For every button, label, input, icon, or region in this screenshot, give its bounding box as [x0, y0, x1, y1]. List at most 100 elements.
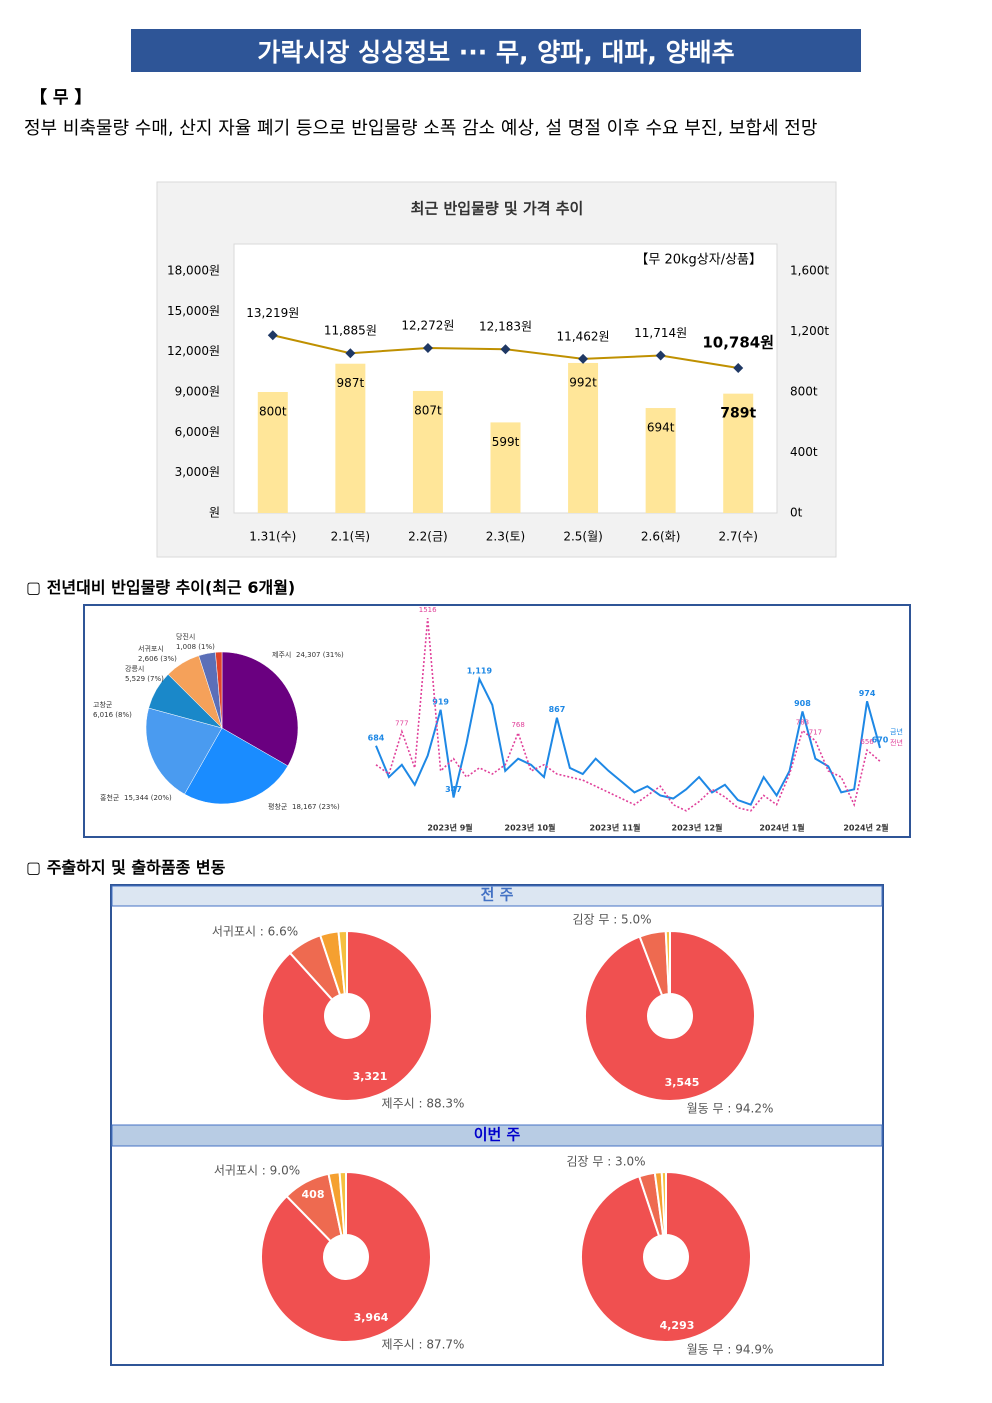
- x-tick-label: 2.2(금): [408, 530, 448, 544]
- point-label: 783: [796, 719, 809, 727]
- price-marker: [422, 343, 433, 354]
- pie-label-value: 6,016 (8%): [93, 711, 132, 719]
- donut-count: 3,321: [353, 1070, 388, 1083]
- x-tick-label: 2024년 1월: [759, 823, 804, 833]
- bar: [257, 392, 288, 513]
- point-label: 768: [511, 721, 524, 729]
- point-label: 656: [860, 738, 874, 746]
- section-text: 정부 비축물량 수매, 산지 자율 폐기 등으로 반입물량 소폭 감소 예상, …: [24, 118, 818, 139]
- point-label: 684: [368, 733, 385, 742]
- pie-label-value: 1,008 (1%): [176, 643, 215, 651]
- donut-label: 김장 무 : 3.0%: [566, 1155, 645, 1169]
- x-tick-label: 1.31(수): [249, 530, 296, 544]
- y-tick-label: 15,000원: [167, 304, 220, 318]
- bar: [645, 408, 676, 513]
- point-label: 670: [872, 735, 889, 744]
- section-heading: ▢ 주출하지 및 출하품종 변동: [26, 858, 226, 877]
- pie-label-value: 2,606 (3%): [138, 655, 177, 663]
- pie-label-value: 5,529 (7%): [125, 675, 164, 683]
- x-tick-label: 2024년 2월: [843, 823, 888, 833]
- pie-label-value: 18,167 (23%): [292, 803, 340, 811]
- donut-label: 김장 무 : 5.0%: [572, 913, 651, 927]
- donut-slice: [660, 1170, 667, 1237]
- donut-slice: [338, 1170, 347, 1237]
- point-label: 777: [395, 720, 408, 728]
- y2-tick-label: 800t: [790, 385, 818, 399]
- donut-slice: [584, 929, 756, 1102]
- donut-count: 3,545: [665, 1076, 700, 1089]
- donut-label: 제주시 : 87.7%: [382, 1338, 465, 1352]
- donut-label: 제주시 : 88.3%: [382, 1097, 465, 1111]
- x-tick-label: 2.1(목): [331, 530, 371, 544]
- point-label: 974: [859, 689, 876, 698]
- price-label: 12,183원: [479, 320, 532, 334]
- donut-count: 3,964: [354, 1311, 389, 1324]
- x-tick-label: 2023년 9월: [427, 823, 472, 833]
- donut-count: 408: [302, 1188, 325, 1201]
- y-tick-label: 원: [209, 506, 220, 520]
- donut-slice: [580, 1170, 752, 1343]
- bar: [568, 362, 599, 513]
- panel-header: [111, 885, 883, 907]
- bar-label: 800t: [259, 405, 287, 419]
- bar-label: 599t: [492, 435, 520, 449]
- bar-label: 992t: [569, 375, 597, 389]
- bar: [412, 390, 443, 513]
- x-tick-label: 2023년 12월: [672, 823, 723, 833]
- price-label: 11,462원: [557, 329, 610, 343]
- price-label: 13,219원: [246, 306, 299, 320]
- pie-label-name: 당진시: [176, 632, 195, 641]
- x-tick-label: 2.6(화): [641, 530, 681, 544]
- pie-slice: [221, 651, 299, 767]
- y-tick-label: 9,000원: [175, 385, 220, 399]
- bar: [335, 363, 366, 513]
- y2-tick-label: 0t: [790, 506, 803, 520]
- panel-header: [111, 1124, 883, 1147]
- section-heading: ▢ 전년대비 반입물량 추이(최근 6개월): [26, 578, 296, 597]
- donut-label: 서귀포시 : 6.6%: [212, 925, 298, 939]
- pie-label-name: 강릉시: [125, 664, 144, 673]
- donut-slice: [664, 929, 671, 996]
- donut-label: 서귀포시 : 9.0%: [214, 1164, 300, 1178]
- bar-label: 789t: [720, 406, 756, 422]
- pie-label-name: 제주시: [272, 651, 291, 659]
- unit-note: 【무 20kg상자/상품】: [635, 253, 762, 268]
- legend-entry: 금년: [890, 727, 903, 736]
- point-label: 867: [549, 705, 566, 714]
- bar-label: 987t: [337, 376, 365, 390]
- pie-label-name: 홍천군: [100, 793, 120, 802]
- panel-title: 전 주: [481, 886, 514, 904]
- y2-tick-label: 1,600t: [790, 264, 829, 278]
- price-marker: [267, 330, 278, 341]
- series-line: [375, 618, 881, 812]
- pie-label-name: 평창군: [268, 802, 288, 811]
- chart-title: 최근 반입물량 및 가격 추이: [411, 200, 584, 218]
- series-line: [375, 676, 881, 806]
- y-tick-label: 12,000원: [167, 344, 220, 358]
- donut-label: 월동 무 : 94.9%: [687, 1343, 774, 1357]
- x-tick-label: 2.3(토): [486, 530, 526, 544]
- donut-count: 4,293: [660, 1319, 695, 1332]
- price-marker: [500, 344, 511, 355]
- bar: [490, 422, 521, 513]
- bar-label: 694t: [647, 421, 675, 435]
- x-tick-label: 2.7(수): [718, 530, 758, 544]
- y-tick-label: 6,000원: [175, 425, 220, 439]
- pie-label-value: 15,344 (20%): [124, 794, 172, 802]
- panel-title: 이번 주: [474, 1126, 521, 1144]
- point-label: 1,119: [467, 667, 493, 676]
- bar-label: 807t: [414, 403, 442, 417]
- price-label: 11,714원: [634, 326, 687, 340]
- pie-label-name: 고창군: [93, 701, 113, 709]
- point-label: 717: [809, 729, 822, 737]
- point-label: 919: [432, 697, 449, 706]
- page-title: 가락시장 싱싱정보 ··· 무, 양파, 대파, 양배추: [131, 29, 861, 72]
- pie-slice: [215, 651, 223, 729]
- bar: [723, 393, 754, 513]
- legend-entry: 전년: [890, 738, 903, 747]
- price-marker: [655, 350, 666, 361]
- price-label: 10,784원: [702, 334, 774, 352]
- x-tick-label: 2023년 10월: [505, 823, 556, 833]
